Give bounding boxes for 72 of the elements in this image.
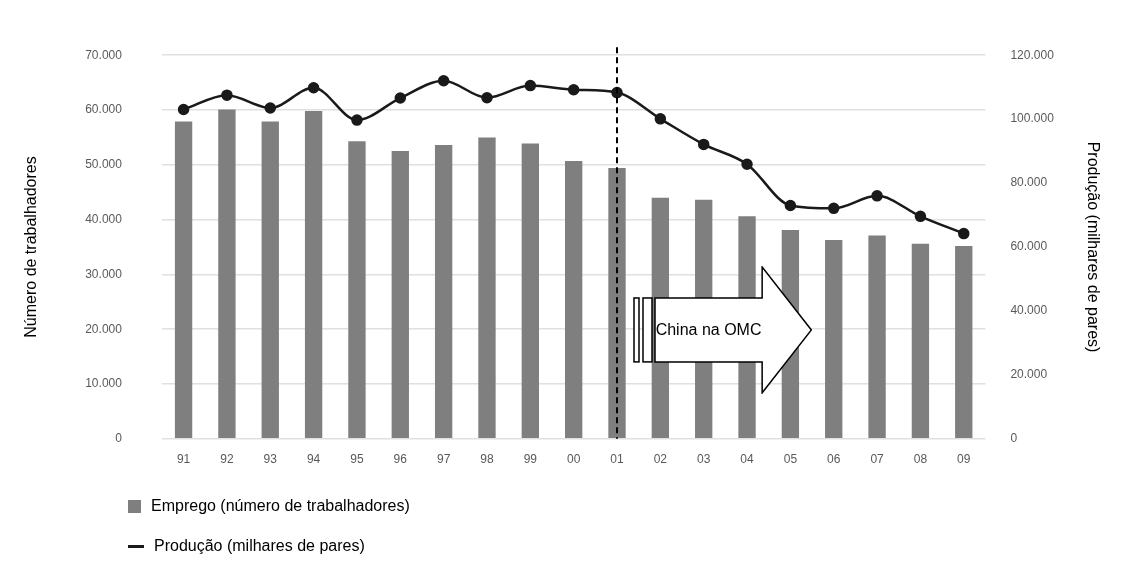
x-tick-label: 05 xyxy=(783,452,798,467)
x-tick-label: 02 xyxy=(653,452,668,467)
y-axis-title: Número de trabalhadores xyxy=(22,156,40,338)
y-tick-label: 0 xyxy=(115,431,123,446)
x-tick-label: 98 xyxy=(480,452,494,467)
point xyxy=(567,83,580,96)
point xyxy=(871,190,883,202)
point xyxy=(958,227,970,240)
bar xyxy=(911,243,930,439)
point xyxy=(437,75,450,87)
bar xyxy=(478,137,496,439)
bar xyxy=(218,109,236,439)
bar xyxy=(521,143,539,439)
y2-tick-label: 60.000 xyxy=(1010,239,1048,254)
bar xyxy=(434,145,453,439)
point xyxy=(481,91,493,104)
x-tick-label: 93 xyxy=(263,452,278,467)
bar xyxy=(825,239,843,439)
bar xyxy=(868,235,886,439)
y2-tick-label: 120.000 xyxy=(1010,47,1055,62)
x-tick-label: 08 xyxy=(913,452,928,467)
x-tick-label: 09 xyxy=(957,452,971,467)
point xyxy=(307,82,320,94)
bar xyxy=(304,111,323,439)
y-tick-label: 70.000 xyxy=(85,47,123,62)
y2-tick-label: 40.000 xyxy=(1010,303,1048,318)
bar xyxy=(348,141,366,439)
point xyxy=(827,202,840,215)
y2-tick-label: 20.000 xyxy=(1010,367,1048,382)
y2-tick-label: 80.000 xyxy=(1010,175,1048,190)
x-tick-label: 95 xyxy=(350,452,364,467)
x-tick-label: 91 xyxy=(176,452,191,467)
bar xyxy=(261,121,279,439)
point xyxy=(264,102,277,114)
x-tick-label: 04 xyxy=(740,452,755,467)
point xyxy=(914,210,927,223)
y2-tick-label: 0 xyxy=(1010,431,1018,446)
bar xyxy=(174,121,193,439)
x-tick-label: 00 xyxy=(566,452,581,467)
point xyxy=(741,158,753,170)
y-tick-label: 10.000 xyxy=(85,376,123,391)
y2-tick-label: 100.000 xyxy=(1010,111,1055,126)
point xyxy=(784,199,797,212)
point xyxy=(221,89,233,101)
bar xyxy=(564,160,583,439)
x-tick-label: 03 xyxy=(697,452,711,467)
x-tick-label: 97 xyxy=(436,452,451,467)
point xyxy=(177,103,190,116)
y-tick-label: 50.000 xyxy=(85,157,123,172)
y-tick-label: 40.000 xyxy=(85,211,123,226)
point xyxy=(524,79,537,92)
bar xyxy=(391,151,409,439)
x-tick-label: 99 xyxy=(523,452,538,467)
point xyxy=(394,92,407,104)
x-tick-label: 06 xyxy=(827,452,841,467)
legend-label: Produção (milhares de pares) xyxy=(154,537,365,555)
y2-axis-title: Produção (milhares de pares) xyxy=(1084,141,1102,353)
legend-label: Emprego (número de trabalhadores) xyxy=(151,497,410,515)
bar xyxy=(955,245,973,439)
x-tick-label: 96 xyxy=(393,452,408,467)
point xyxy=(697,138,710,151)
x-tick-label: 94 xyxy=(306,452,321,467)
x-tick-label: 01 xyxy=(610,452,624,467)
x-tick-label: 07 xyxy=(870,452,885,467)
point xyxy=(654,113,667,125)
y-tick-label: 30.000 xyxy=(85,266,123,281)
y-tick-label: 20.000 xyxy=(85,321,123,336)
annotation: China na OMC xyxy=(655,320,763,341)
point xyxy=(351,114,363,126)
bar xyxy=(608,168,626,439)
x-tick-label: 92 xyxy=(220,452,234,467)
y-tick-label: 60.000 xyxy=(85,102,123,117)
